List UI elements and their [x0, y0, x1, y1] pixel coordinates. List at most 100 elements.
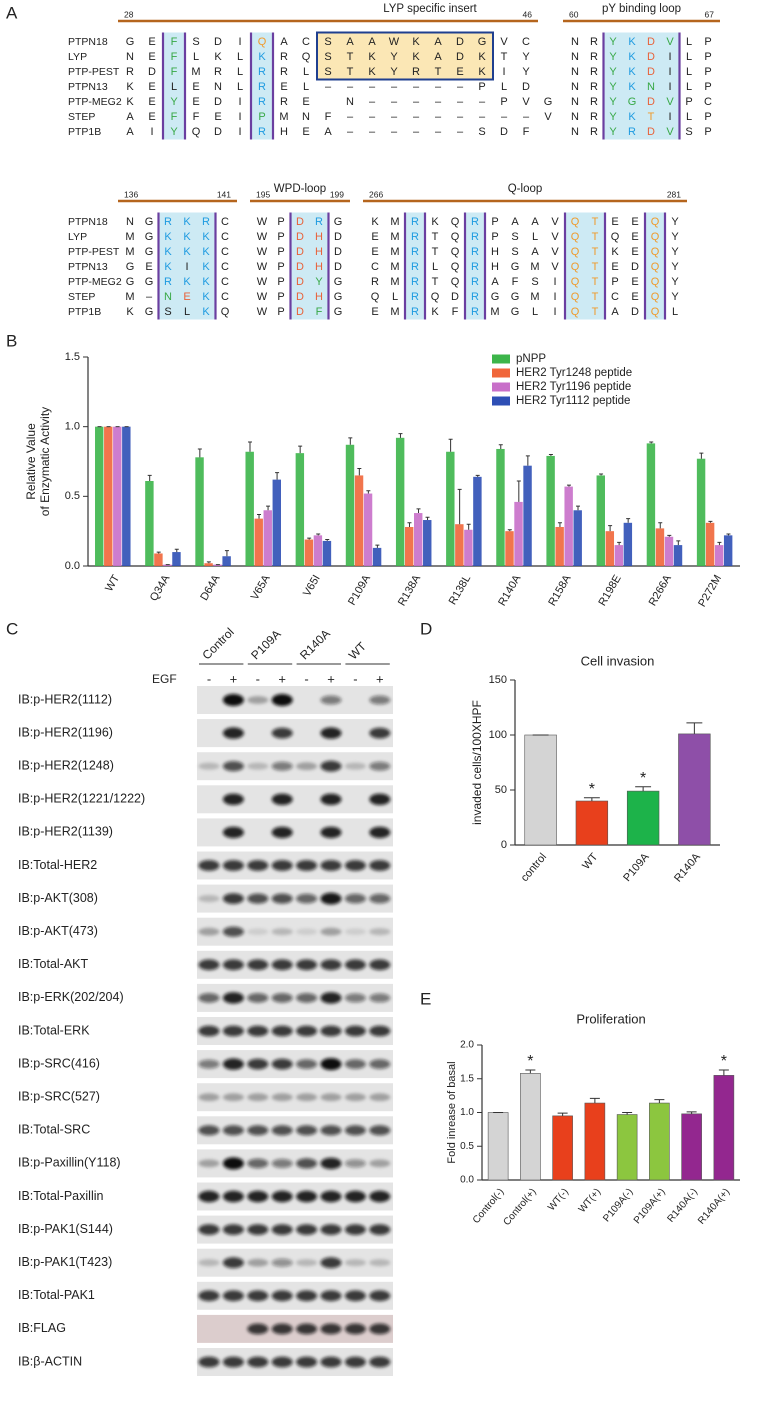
residue: I [553, 276, 556, 288]
blot-band [247, 993, 269, 1003]
blot-band [222, 959, 244, 971]
error-bar [316, 533, 321, 536]
residue: Y [390, 66, 398, 78]
protein-label: PTPN13 [68, 81, 108, 93]
residue: F [325, 111, 332, 123]
bar [673, 545, 683, 566]
protein-label: STEP [68, 111, 95, 123]
residue: D [334, 246, 342, 258]
bar [113, 426, 122, 566]
residue: K [431, 216, 439, 228]
bar [464, 529, 473, 566]
blot-band [320, 860, 342, 871]
column-shade [405, 212, 425, 320]
residue: R [628, 126, 636, 138]
blot-band [369, 727, 391, 739]
residue: A [491, 276, 499, 288]
residue: T [592, 261, 599, 273]
error-bar [686, 722, 703, 734]
residue: V [522, 96, 530, 108]
panel-label: B [6, 331, 17, 350]
error-bar [635, 786, 652, 792]
blot-band [296, 1323, 318, 1335]
column-shade [645, 212, 665, 320]
group-label: P109A [248, 627, 283, 662]
residue: S [685, 126, 692, 138]
residue: Q [651, 261, 660, 273]
residue: Y [609, 36, 617, 48]
residue: K [628, 51, 636, 63]
residue: C [221, 231, 229, 243]
residue: D [647, 96, 655, 108]
blot-row-label: IB:Total-ERK [18, 1023, 90, 1037]
y-tick-label: 0 [501, 839, 507, 851]
blot-band [271, 860, 293, 871]
x-tick-label: WT [103, 573, 122, 594]
residue: R [411, 291, 419, 303]
blot-band [296, 1224, 318, 1235]
residue: E [280, 81, 287, 93]
residue: K [368, 51, 376, 63]
y-tick-label: 1.5 [65, 351, 80, 363]
residue: T [592, 231, 599, 243]
bar [614, 545, 624, 566]
residue: R [590, 36, 598, 48]
blot-band [198, 1093, 220, 1102]
blot-band [296, 1125, 318, 1136]
residue: M [390, 246, 399, 258]
residue: M [191, 66, 200, 78]
y-axis-label: invaded cells/100XHPF [470, 700, 484, 825]
residue: – [347, 111, 354, 123]
blot-band [369, 1224, 391, 1235]
treatment-sign: + [230, 671, 238, 686]
residue: W [257, 261, 268, 273]
residue: Q [571, 291, 580, 303]
blot-band [222, 694, 244, 706]
blot-band [198, 1259, 220, 1267]
residue: D [500, 126, 508, 138]
x-tick-label: R140A [672, 851, 703, 885]
residue: P [277, 216, 284, 228]
residue: K [628, 66, 636, 78]
residue: E [302, 96, 309, 108]
residue: Y [671, 291, 679, 303]
bar [145, 481, 154, 566]
residue: – [523, 111, 530, 123]
error-bar [525, 1069, 536, 1074]
residue: T [592, 306, 599, 318]
residue: W [257, 216, 268, 228]
error-bar [649, 441, 654, 444]
residue: I [668, 111, 671, 123]
significance-mark: * [527, 1053, 533, 1070]
residue: – [413, 126, 420, 138]
residue: Y [315, 276, 323, 288]
bar [313, 535, 323, 566]
residue: E [631, 216, 638, 228]
blot-band [344, 1125, 366, 1136]
bar [404, 526, 414, 566]
residue: P [277, 231, 284, 243]
protein-label: LYP [68, 231, 87, 243]
bar [304, 539, 314, 566]
residue: Q [651, 246, 660, 258]
blot-band [296, 1190, 318, 1203]
chart-title: Proliferation [576, 1011, 645, 1026]
residue: R [412, 66, 420, 78]
blot-band [320, 959, 342, 971]
residue: Y [170, 96, 178, 108]
blot-band [247, 860, 269, 871]
significance-mark: * [721, 1053, 727, 1070]
residue: N [571, 66, 579, 78]
residue: S [324, 66, 331, 78]
bar [584, 1102, 606, 1181]
residue: W [389, 36, 400, 48]
residue: S [531, 276, 538, 288]
bar [222, 556, 231, 566]
residue: – [435, 111, 442, 123]
residue: Q [651, 231, 660, 243]
residue: P [704, 36, 711, 48]
residue: K [214, 51, 222, 63]
region-end: 281 [667, 189, 681, 199]
residue: D [456, 36, 464, 48]
x-tick-label: R266A [647, 572, 675, 608]
